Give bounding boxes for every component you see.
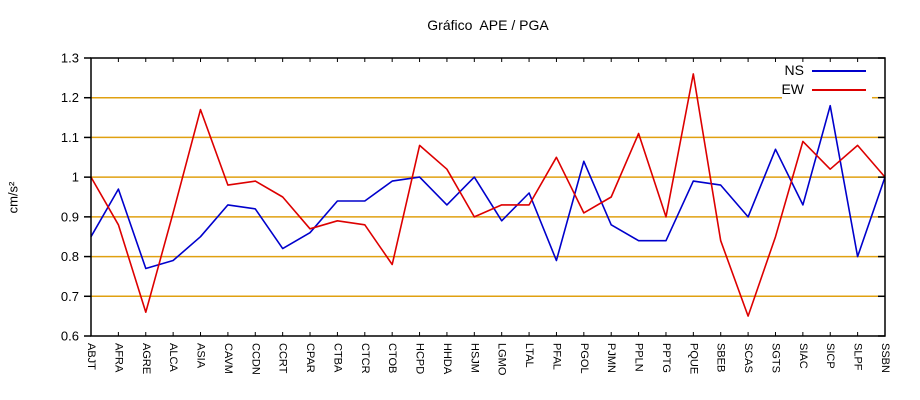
y-tick-label: 0.8 <box>61 249 79 264</box>
x-tick-label: AGRE <box>140 343 152 374</box>
y-tick-label: 1.3 <box>61 51 79 66</box>
x-tick-label: ALCA <box>167 343 179 372</box>
y-tick-label: 0.6 <box>61 329 79 344</box>
x-tick-label: PPLN <box>633 343 645 372</box>
x-tick-label: HCPD <box>414 343 426 374</box>
x-tick-label: CPAR <box>304 343 316 373</box>
legend-label-ns: NS <box>784 62 804 78</box>
x-tick-label: PFAL <box>550 343 562 370</box>
x-tick-label: SIAC <box>797 343 809 369</box>
y-tick-label: 1.2 <box>61 90 79 105</box>
x-tick-label: PPTG <box>660 343 672 373</box>
x-tick-label: LTAL <box>523 343 535 368</box>
x-tick-label: LGMO <box>496 343 508 376</box>
x-tick-label: SLPF <box>852 343 864 371</box>
x-tick-label: AFRA <box>112 343 124 373</box>
x-tick-label: CCDN <box>249 343 261 375</box>
y-tick-label: 1 <box>72 170 79 185</box>
legend-entry-ew: EW <box>700 80 866 99</box>
x-tick-label: PJMN <box>605 343 617 373</box>
x-tick-label: HSJM <box>468 343 480 373</box>
x-tick-label: SSBN <box>879 343 891 373</box>
legend-line-ns-swatch <box>812 69 866 72</box>
chart-title: Gráfico APE / PGA <box>427 17 549 33</box>
y-tick-label: 0.9 <box>61 209 79 224</box>
ew-line <box>90 73 886 317</box>
x-tick-label: ABJT <box>85 343 97 370</box>
x-tick-label: SICP <box>824 343 836 369</box>
legend-entry-ns: NS <box>700 61 866 80</box>
x-tick-label: CCRT <box>277 343 289 374</box>
x-tick-label: HHDA <box>441 343 453 375</box>
x-tick-label: PGOL <box>578 343 590 374</box>
x-tick-label: ASIA <box>195 343 207 369</box>
y-tick-label: 1.1 <box>61 130 79 145</box>
plot-border <box>90 57 886 337</box>
x-tick-label: SCAS <box>742 343 754 373</box>
x-tick-label: SGTS <box>769 343 781 373</box>
y-tick-label: 0.7 <box>61 289 79 304</box>
x-tick-label: CAVM <box>222 343 234 374</box>
x-tick-label: CTCR <box>359 343 371 374</box>
ns-line <box>90 104 886 270</box>
y-axis-label: cm/s² <box>5 181 21 214</box>
x-tick-label: CTBA <box>331 343 343 373</box>
legend: NS EW <box>700 61 866 99</box>
legend-label-ew: EW <box>781 81 804 97</box>
x-tick-label: SBEB <box>715 343 727 372</box>
x-tick-label: CTOB <box>386 343 398 373</box>
legend-line-ew-swatch <box>812 88 866 91</box>
x-tick-label: PQUE <box>687 343 699 374</box>
